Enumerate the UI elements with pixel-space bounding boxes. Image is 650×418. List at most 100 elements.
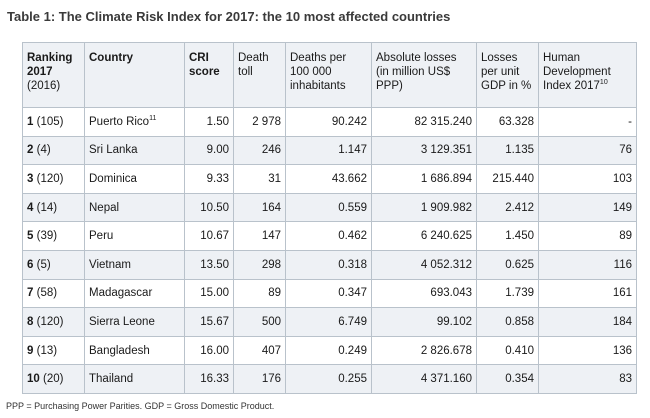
country-cell: Vietnam (84, 249, 185, 280)
death-toll-cell: 500 (233, 307, 286, 337)
table-row: 10 (20) Thailand 16.33 176 0.255 4 371.160 0.3… (22, 364, 637, 394)
header-row: Ranking 2017 (2016) Country CRI score De… (22, 42, 637, 108)
losses-per-gdp-cell: 63.328 (476, 107, 539, 137)
absolute-losses-cell: 4 371.160 (371, 364, 477, 394)
absolute-losses-cell: 1 909.982 (371, 192, 477, 223)
country-cell: Sri Lanka (84, 135, 185, 166)
previous-rank: (13) (36, 344, 58, 357)
country-cell: Nepal (84, 192, 185, 223)
table-row: 5 (39) Peru 10.67 147 0.462 6 240.625 1.450 89 (22, 221, 637, 251)
cri-score-cell: 16.33 (184, 364, 234, 394)
losses-per-gdp-cell: 0.625 (476, 249, 539, 280)
table-title: Table 1: The Climate Risk Index for 2017… (7, 9, 451, 24)
rank-value: 10 (27, 373, 40, 386)
cri-score-cell: 10.67 (184, 221, 234, 251)
absolute-losses-cell: 6 240.625 (371, 221, 477, 251)
rank-value: 9 (27, 344, 34, 357)
country-footnote-marker: 11 (149, 114, 157, 122)
hdi-cell: 161 (538, 278, 637, 309)
header-country: Country (84, 42, 185, 108)
hdi-cell: 149 (538, 192, 637, 223)
death-toll-cell: 2 978 (233, 107, 286, 137)
country-cell: Sierra Leone (84, 307, 185, 337)
country-cell: Puerto Rico11 (84, 107, 185, 137)
country-name: Vietnam (89, 258, 131, 271)
rank-cell: 7 (58) (22, 278, 85, 309)
table-row: 7 (58) Madagascar 15.00 89 0.347 693.043 1.739… (22, 278, 637, 309)
rank-cell: 9 (13) (22, 335, 85, 366)
table-row: 1 (105) Puerto Rico11 1.50 2 978 90.242 82 31… (22, 107, 637, 137)
hdi-cell: - (538, 107, 637, 137)
table-row: 4 (14) Nepal 10.50 164 0.559 1 909.982 2.412 14… (22, 192, 637, 223)
hdi-cell: 76 (538, 135, 637, 166)
header-death-toll: Death toll (233, 42, 286, 108)
death-toll-cell: 407 (233, 335, 286, 366)
rank-cell: 10 (20) (22, 364, 85, 394)
deaths-per-100k-cell: 43.662 (285, 164, 372, 194)
losses-per-gdp-cell: 1.739 (476, 278, 539, 309)
rank-cell: 6 (5) (22, 249, 85, 280)
death-toll-cell: 298 (233, 249, 286, 280)
hdi-cell: 83 (538, 364, 637, 394)
country-cell: Madagascar (84, 278, 185, 309)
previous-rank: (4) (36, 144, 51, 157)
losses-per-gdp-cell: 1.450 (476, 221, 539, 251)
rank-value: 8 (27, 315, 34, 328)
footnote: PPP = Purchasing Power Parities. GDP = G… (6, 401, 275, 411)
country-cell: Bangladesh (84, 335, 185, 366)
death-toll-cell: 147 (233, 221, 286, 251)
cri-score-cell: 15.67 (184, 307, 234, 337)
table-row: 9 (13) Bangladesh 16.00 407 0.249 2 826.678 0.… (22, 335, 637, 366)
hdi-cell: 136 (538, 335, 637, 366)
cri-score-cell: 13.50 (184, 249, 234, 280)
death-toll-cell: 89 (233, 278, 286, 309)
rank-value: 1 (27, 115, 34, 128)
rank-value: 7 (27, 287, 34, 300)
previous-rank: (105) (36, 115, 64, 128)
deaths-per-100k-cell: 0.347 (285, 278, 372, 309)
absolute-losses-cell: 693.043 (371, 278, 477, 309)
death-toll-cell: 246 (233, 135, 286, 166)
header-cri-score: CRI score (184, 42, 234, 108)
hdi-cell: 184 (538, 307, 637, 337)
rank-cell: 8 (120) (22, 307, 85, 337)
cri-score-cell: 9.00 (184, 135, 234, 166)
rank-cell: 5 (39) (22, 221, 85, 251)
rank-value: 3 (27, 172, 34, 185)
death-toll-cell: 176 (233, 364, 286, 394)
rank-cell: 2 (4) (22, 135, 85, 166)
hdi-cell: 89 (538, 221, 637, 251)
previous-rank: (120) (36, 172, 64, 185)
header-ranking: Ranking 2017 (2016) (22, 42, 85, 108)
country-name: Thailand (89, 373, 134, 386)
rank-value: 5 (27, 230, 34, 243)
losses-per-gdp-cell: 215.440 (476, 164, 539, 194)
cri-score-cell: 9.33 (184, 164, 234, 194)
absolute-losses-cell: 82 315.240 (371, 107, 477, 137)
previous-rank: (58) (36, 287, 58, 300)
deaths-per-100k-cell: 0.249 (285, 335, 372, 366)
rank-cell: 4 (14) (22, 192, 85, 223)
absolute-losses-cell: 1 686.894 (371, 164, 477, 194)
rank-cell: 3 (120) (22, 164, 85, 194)
absolute-losses-cell: 4 052.312 (371, 249, 477, 280)
header-deaths-per-100k: Deaths per 100 000 inhabitants (285, 42, 372, 108)
table-row: 2 (4) Sri Lanka 9.00 246 1.147 3 129.351 1.135… (22, 135, 637, 166)
cri-score-cell: 15.00 (184, 278, 234, 309)
hdi-footnote-marker: 10 (599, 79, 608, 87)
losses-per-gdp-cell: 2.412 (476, 192, 539, 223)
previous-rank: (120) (36, 315, 64, 328)
deaths-per-100k-cell: 0.462 (285, 221, 372, 251)
deaths-per-100k-cell: 0.318 (285, 249, 372, 280)
death-toll-cell: 31 (233, 164, 286, 194)
deaths-per-100k-cell: 0.559 (285, 192, 372, 223)
country-name: Dominica (89, 172, 137, 185)
table-body: 1 (105) Puerto Rico11 1.50 2 978 90.242 82 31… (22, 107, 637, 394)
losses-per-gdp-cell: 0.410 (476, 335, 539, 366)
table-row: 6 (5) Vietnam 13.50 298 0.318 4 052.312 0.625 1… (22, 249, 637, 280)
previous-rank: (5) (36, 258, 51, 271)
country-name: Bangladesh (89, 344, 150, 357)
header-hdi: Human Development Index 201710 (538, 42, 637, 108)
country-cell: Peru (84, 221, 185, 251)
previous-rank: (14) (36, 201, 58, 214)
